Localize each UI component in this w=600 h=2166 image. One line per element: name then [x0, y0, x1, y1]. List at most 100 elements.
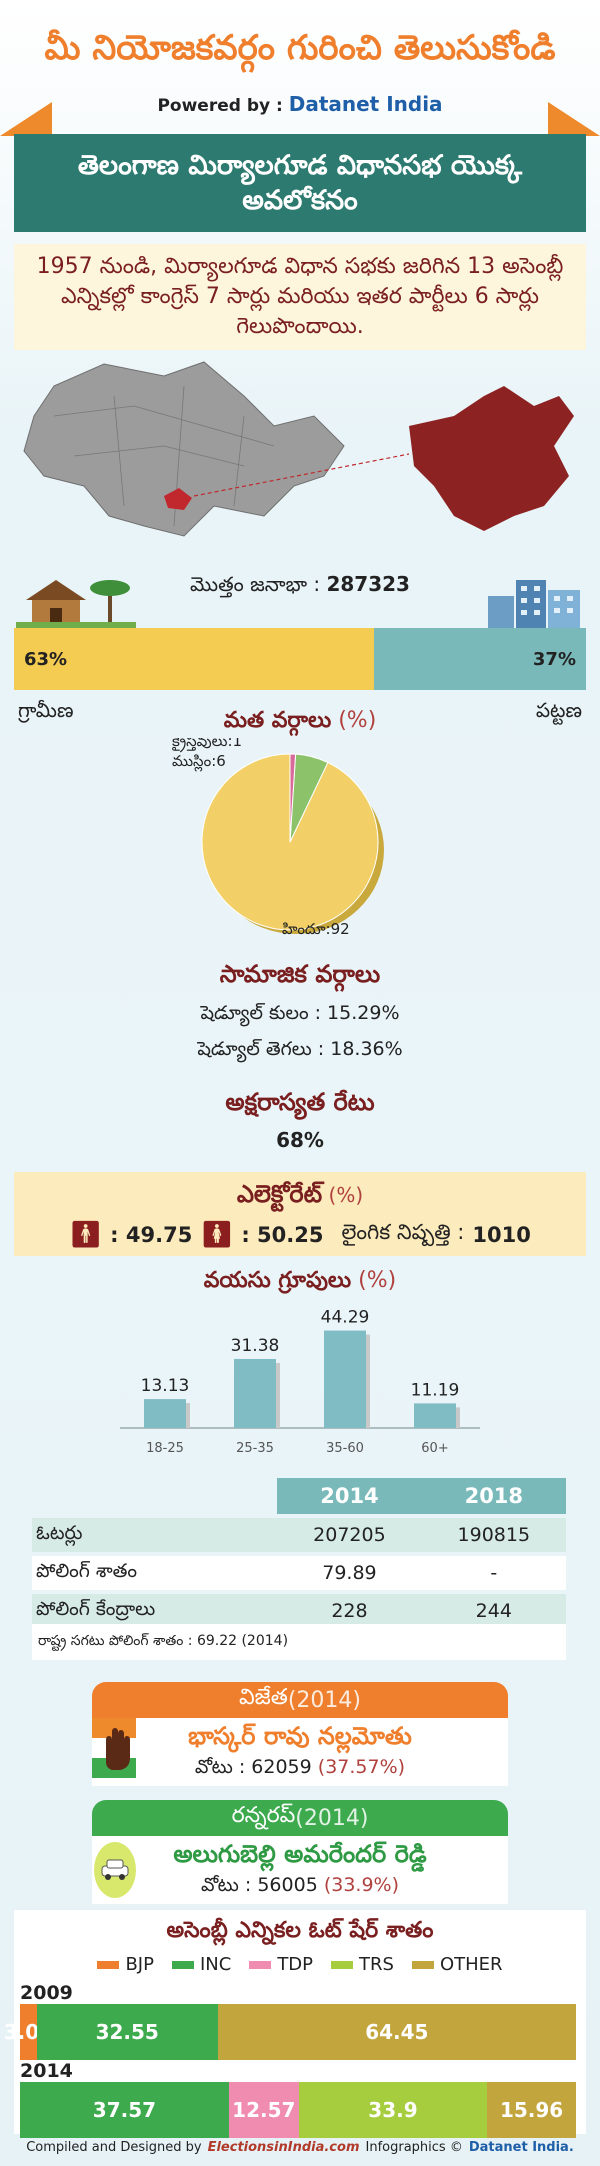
- age-title-text: వయసు గ్రూపులు: [203, 1268, 352, 1293]
- legend-item: BJP: [97, 1954, 154, 1975]
- runner-up-card: [92, 1836, 508, 1904]
- table-row: ఓటర్లు 207205 190815: [32, 1518, 566, 1552]
- rural-label: గ్రామీణ: [18, 698, 74, 722]
- row-value-2014: 79.89: [277, 1556, 422, 1590]
- datanet-footer-link[interactable]: Datanet India.: [468, 2140, 574, 2155]
- religion-title-pct: (%): [331, 708, 377, 733]
- literacy-title: అక్షరాస్యత రేటు: [225, 1088, 375, 1116]
- vote-share-segment: 15.96: [487, 2082, 576, 2138]
- results-table: 2014 2018 ఓటర్లు 207205 190815 పోలింగ్ శ…: [32, 1474, 566, 1632]
- literacy-value: 68%: [276, 1128, 324, 1152]
- sex-ratio-label: లైంగిక నిష్పత్తి :: [341, 1220, 465, 1244]
- row-label: పోలింగ్ కేంద్రాలు: [32, 1594, 278, 1628]
- footer: Compiled and Designed by ElectionsinIndi…: [0, 2140, 600, 2155]
- vote-share-segment: 12.57: [228, 2082, 299, 2138]
- pie-label: క్రైస్తవులు:1: [172, 738, 242, 753]
- age-value-label: 44.29: [321, 1308, 370, 1328]
- city-building-icon: [488, 580, 580, 628]
- legend-label: TDP: [277, 1954, 314, 1975]
- legend-label: INC: [199, 1954, 232, 1975]
- overview-title: తెలంగాణ మిర్యాలగూడ విధానసభ యొక్క అవలోకనం: [14, 134, 586, 232]
- male-icon: 🚹︎: [69, 1220, 103, 1250]
- population-label: మొత్తం జనాభా :: [190, 572, 327, 596]
- winner-head-text: విజేత: [239, 1685, 288, 1710]
- runner-year: (2014): [295, 1805, 369, 1831]
- female-value: : 50.25: [241, 1223, 324, 1247]
- age-groups-title: వయసు గ్రూపులు (%): [0, 1268, 600, 1298]
- population-value: 287323: [326, 572, 410, 596]
- row-value-2014: 207205: [277, 1518, 422, 1552]
- winner-votes-pct: (37.57%): [317, 1756, 406, 1778]
- powered-by-prefix: Powered by :: [157, 96, 289, 116]
- legend-label: BJP: [125, 1954, 154, 1975]
- electorate-title-text: ఎలెక్టోరేట్: [236, 1180, 323, 1208]
- pie-slice: [289, 753, 297, 843]
- legend-item: TRS: [331, 1954, 394, 1975]
- rural-segment: 63%: [14, 628, 375, 690]
- table-header-2018: 2018: [421, 1478, 566, 1514]
- female-icon: 🚺︎: [200, 1220, 234, 1250]
- pie-label: హిందూ:92: [282, 920, 350, 938]
- age-bar: [144, 1399, 186, 1428]
- legend-item: OTHER: [411, 1954, 503, 1975]
- age-bar: [414, 1403, 456, 1428]
- vote-share-segment: 32.55: [36, 2004, 218, 2060]
- table-row: పోలింగ్ శాతం 79.89 -: [32, 1556, 566, 1590]
- winner-votes: వోటు : 62059 (37.57%): [92, 1756, 508, 1783]
- runner-up-name: అలుగుబెల్లి అమరేందర్ రెడ్డి: [173, 1840, 427, 1868]
- age-category-label: 25-35: [236, 1441, 274, 1456]
- age-value-label: 11.19: [411, 1380, 460, 1400]
- pie-label: ముస్లిం:6: [172, 752, 226, 772]
- vote-share-bar-2009: 3.01 32.55 64.45: [4, 2004, 576, 2060]
- constituency-highlight: [164, 488, 192, 510]
- runner-votes-label: వోటు : 56005: [200, 1874, 324, 1896]
- row-label: ఓటర్లు: [32, 1518, 278, 1552]
- age-category-label: 60+: [421, 1441, 448, 1456]
- electorate-title: ఎలెక్టోరేట్ (%): [0, 1180, 600, 1214]
- legend-item: INC: [171, 1954, 232, 1975]
- footer-infographics: Infographics ©: [365, 2140, 463, 2155]
- age-bar: [324, 1330, 366, 1428]
- table-header-empty: [32, 1478, 277, 1514]
- datanet-brand-link[interactable]: Datanet India: [288, 92, 443, 116]
- state-outline-map: [23, 361, 345, 537]
- congress-hand-icon: [92, 1718, 136, 1778]
- age-value-label: 13.13: [141, 1376, 190, 1396]
- total-population: మొత్తం జనాభా : 287323: [0, 572, 600, 601]
- row-value-2014: 228: [277, 1594, 422, 1628]
- age-category-label: 35-60: [326, 1441, 364, 1456]
- table-row: పోలింగ్ కేంద్రాలు 228 244: [32, 1594, 566, 1628]
- urban-segment: 37%: [374, 628, 586, 690]
- vote-share-legend: BJP INC TDP TRS OTHER: [0, 1954, 600, 1975]
- year-label-2014: 2014: [20, 2060, 73, 2082]
- runner-up-header: రన్నరప్ (2014): [92, 1800, 508, 1836]
- year-label-2009: 2009: [20, 1982, 73, 2004]
- row-value-2018: -: [421, 1556, 566, 1590]
- telangana-map: [23, 361, 574, 537]
- row-label: పోలింగ్ శాతం: [32, 1556, 278, 1590]
- electorate-title-pct: (%): [322, 1183, 364, 1207]
- vote-share-bar-2014: 37.57 12.57 33.9 15.96: [20, 2082, 576, 2138]
- legend-swatch: [411, 1960, 434, 1969]
- table-header-row: 2014 2018: [32, 1478, 566, 1514]
- religion-title: మత వర్గాలు (%): [0, 708, 600, 738]
- age-bar: [234, 1358, 276, 1428]
- winner-card: [92, 1718, 508, 1786]
- winner-year: (2014): [287, 1687, 361, 1713]
- runner-up-votes: వోటు : 56005 (33.9%): [92, 1874, 508, 1901]
- legend-label: OTHER: [439, 1954, 503, 1975]
- social-groups-title: సామాజిక వర్గాలు: [219, 960, 381, 988]
- powered-by: Powered by : Datanet India: [0, 92, 600, 116]
- winner-name: భాస్కర్ రావు నల్లమోతు: [188, 1722, 412, 1750]
- trs-car-icon: [94, 1842, 136, 1898]
- electorate-stats: 🚹︎ : 49.75 🚺︎ : 50.25 లైంగిక నిష్పత్తి :…: [0, 1220, 600, 1250]
- legend-swatch: [331, 1960, 354, 1969]
- electorate-panel: [14, 1172, 586, 1256]
- vote-share-title: అసెంబ్లీ ఎన్నికల ఓట్ షేర్ శాతం: [166, 1918, 434, 1943]
- runner-votes-pct: (33.9%): [323, 1874, 400, 1896]
- electionsinindia-link[interactable]: ElectionsinIndia.com: [207, 2140, 360, 2155]
- legend-swatch: [249, 1960, 272, 1969]
- footer-compiled: Compiled and Designed by: [26, 2140, 202, 2155]
- urban-pct: 37%: [532, 648, 576, 670]
- election-summary: 1957 నుండి, మిర్యాలగూడ విధాన సభకు జరిగిన…: [14, 244, 586, 350]
